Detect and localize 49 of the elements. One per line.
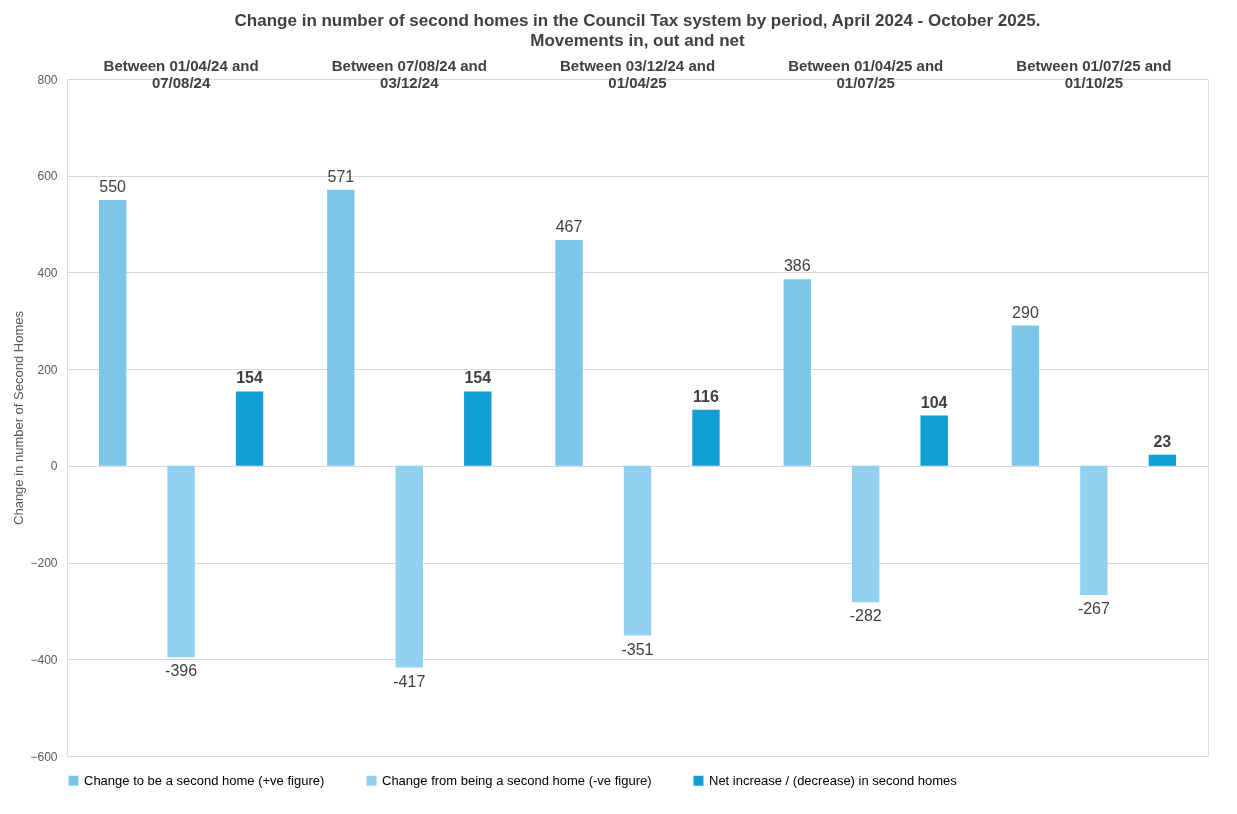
bar bbox=[1148, 454, 1177, 466]
y-tick-label: −400 bbox=[30, 652, 58, 667]
bar bbox=[1011, 325, 1040, 466]
bar bbox=[783, 279, 811, 466]
y-tick-label: 600 bbox=[37, 169, 58, 184]
data-label: -351 bbox=[621, 640, 654, 658]
data-label: 550 bbox=[99, 177, 127, 195]
data-label: 116 bbox=[693, 387, 719, 405]
x-tick-label: Between 01/04/24 and 07/08/24 bbox=[103, 56, 259, 91]
x-tick-label: Between 01/04/25 and 01/07/25 bbox=[788, 56, 944, 91]
y-tick-label: 0 bbox=[50, 459, 58, 474]
y-tick-label: −200 bbox=[30, 556, 58, 571]
data-label: 571 bbox=[327, 167, 355, 185]
data-label: 154 bbox=[236, 369, 264, 387]
x-tick-label: Between 07/08/24 and 03/12/24 bbox=[331, 56, 487, 91]
legend-label: Change to be a second home (+ve figure) bbox=[84, 772, 325, 788]
data-label: 386 bbox=[783, 257, 811, 275]
bar bbox=[1080, 465, 1108, 595]
bar bbox=[98, 199, 127, 466]
legend-label: Change from being a second home (-ve figure) bbox=[382, 772, 652, 788]
bar bbox=[167, 465, 195, 658]
bar bbox=[235, 391, 264, 466]
bar bbox=[464, 391, 492, 466]
data-label: 467 bbox=[555, 218, 583, 236]
bar bbox=[623, 465, 652, 636]
y-tick-label: 800 bbox=[37, 72, 58, 87]
bar bbox=[555, 240, 583, 466]
y-tick-label: 400 bbox=[37, 265, 58, 280]
data-label: -267 bbox=[1077, 599, 1111, 617]
x-tick-label: Between 03/12/24 and 01/04/25 bbox=[559, 56, 716, 91]
data-label: 154 bbox=[464, 369, 492, 387]
bar bbox=[692, 409, 720, 466]
y-axis-title: Change in number of Second Homes bbox=[11, 310, 27, 525]
data-label: -417 bbox=[393, 672, 426, 690]
data-label: 23 bbox=[1153, 432, 1172, 450]
legend-label: Net increase / (decrease) in second homes bbox=[709, 772, 958, 788]
bar bbox=[327, 189, 355, 466]
bar bbox=[920, 415, 948, 466]
data-label: -396 bbox=[165, 662, 198, 680]
data-label: -282 bbox=[849, 607, 882, 625]
bar bbox=[395, 465, 423, 668]
y-tick-label: 200 bbox=[37, 362, 58, 377]
data-label: 104 bbox=[920, 393, 948, 411]
data-label: 290 bbox=[1012, 303, 1039, 321]
x-tick-label: Between 01/07/25 and 01/10/25 bbox=[1016, 56, 1172, 91]
bar bbox=[852, 465, 880, 603]
y-tick-label: −600 bbox=[30, 749, 58, 764]
chart-subtitle: Movements in, out and net bbox=[530, 31, 746, 50]
chart-title: Change in number of second homes in the Council Tax system by period, April 2024 - October 2025. bbox=[234, 11, 1041, 30]
